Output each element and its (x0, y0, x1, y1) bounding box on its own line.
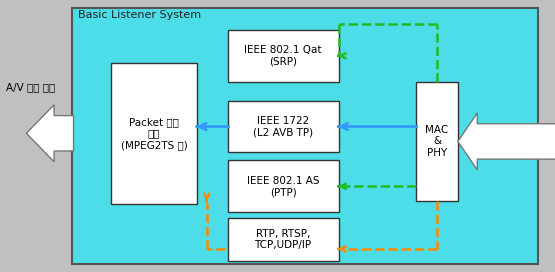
FancyBboxPatch shape (228, 30, 339, 82)
FancyBboxPatch shape (111, 63, 197, 204)
Polygon shape (26, 105, 73, 162)
Text: A/V 신호 출력: A/V 신호 출력 (6, 82, 55, 92)
FancyBboxPatch shape (228, 160, 339, 212)
Text: IEEE 1722
(L2 AVB TP): IEEE 1722 (L2 AVB TP) (253, 116, 313, 137)
FancyBboxPatch shape (72, 8, 538, 264)
Polygon shape (458, 113, 555, 170)
Text: RTP, RTSP,
TCP,UDP/IP: RTP, RTSP, TCP,UDP/IP (255, 228, 311, 250)
Text: Basic Listener System: Basic Listener System (78, 10, 201, 20)
Text: MAC
&
PHY: MAC & PHY (426, 125, 448, 158)
Text: IEEE 802.1 AS
(PTP): IEEE 802.1 AS (PTP) (247, 175, 319, 197)
FancyBboxPatch shape (228, 101, 339, 152)
FancyBboxPatch shape (228, 218, 339, 261)
Text: Packet 처리
블록
(MPEG2TS 등): Packet 처리 블록 (MPEG2TS 등) (120, 117, 188, 150)
Text: IEEE 802.1 Qat
(SRP): IEEE 802.1 Qat (SRP) (244, 45, 322, 67)
FancyBboxPatch shape (416, 82, 458, 201)
